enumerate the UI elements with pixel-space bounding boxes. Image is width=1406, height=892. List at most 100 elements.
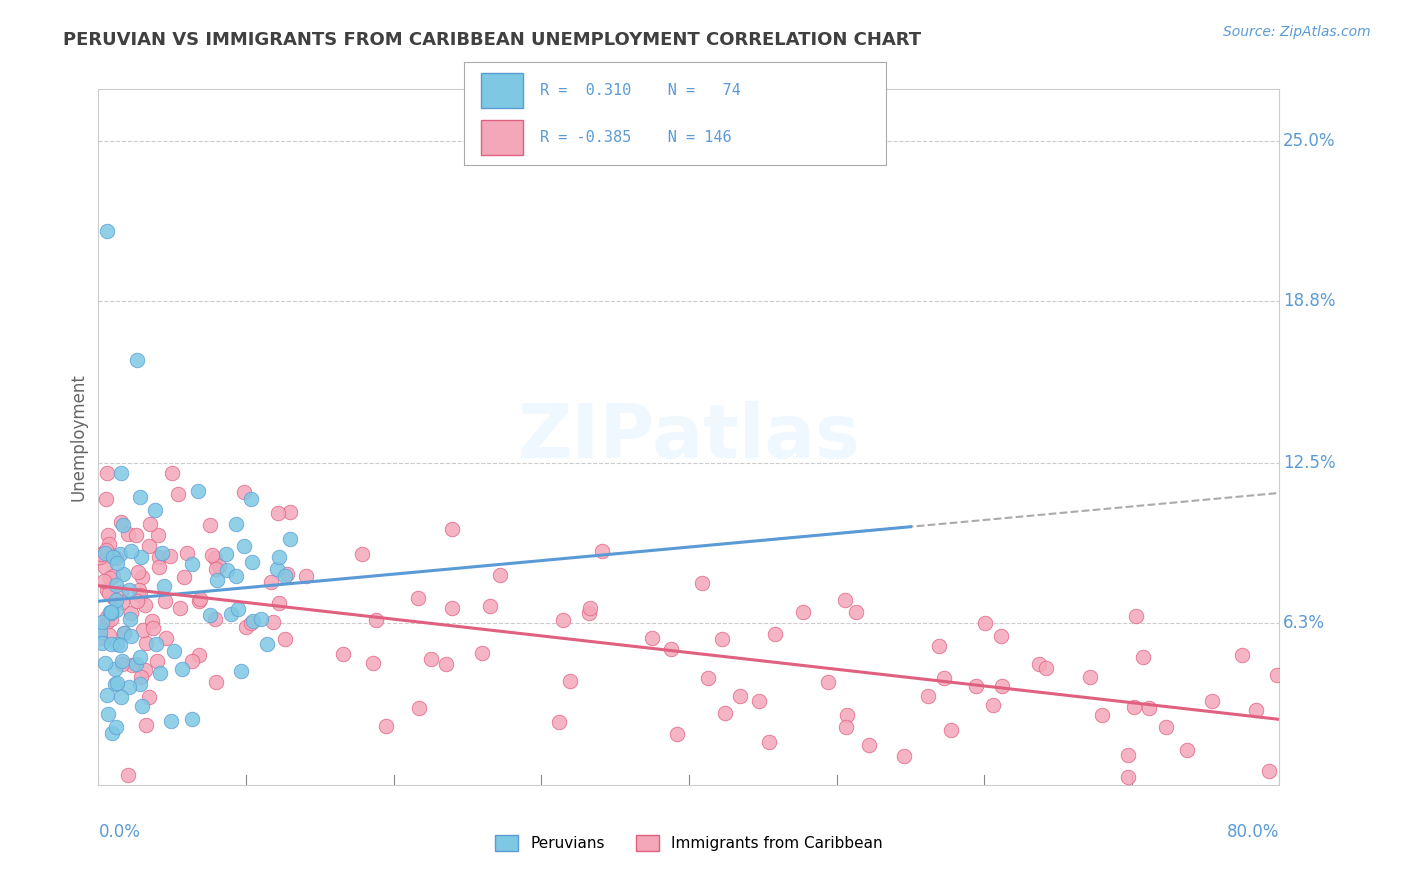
Point (169, 600, 191, 615)
Point (129, 650, 152, 665)
Point (103, 590, 125, 604)
Point (108, 638, 131, 652)
Point (138, 690, 160, 705)
Point (235, 620, 257, 634)
Point (129, 670, 152, 684)
Point (145, 637, 167, 651)
Point (96, 688, 118, 702)
Point (205, 674, 228, 689)
Point (91, 615, 114, 630)
Point (748, 693, 770, 707)
Point (419, 652, 441, 666)
Point (141, 614, 163, 628)
Point (104, 550, 127, 565)
Point (917, 690, 939, 704)
Point (1230, 648, 1253, 663)
Point (332, 647, 354, 661)
Point (138, 539, 160, 553)
Point (97, 548, 120, 562)
Point (364, 613, 387, 627)
Point (219, 607, 242, 621)
Point (112, 566, 135, 581)
Point (640, 631, 662, 645)
Point (893, 749, 915, 764)
Point (129, 549, 152, 564)
Point (105, 556, 128, 570)
Point (97, 528, 120, 542)
Point (934, 671, 956, 685)
Point (94, 560, 117, 574)
Point (1137, 701, 1160, 715)
Point (100, 637, 122, 651)
Point (125, 528, 148, 542)
Point (1116, 770, 1139, 784)
Point (440, 522, 463, 536)
Point (89, 624, 111, 639)
Point (214, 547, 236, 561)
Point (1257, 764, 1279, 779)
Point (201, 548, 224, 562)
Point (98, 537, 121, 551)
Point (152, 579, 174, 593)
Point (973, 616, 995, 631)
Point (845, 605, 868, 619)
Point (278, 505, 301, 519)
Point (204, 550, 226, 565)
Point (120, 629, 142, 643)
Point (837, 708, 859, 723)
Point (1078, 670, 1101, 684)
Point (160, 466, 183, 480)
Point (204, 612, 226, 626)
Point (155, 631, 177, 645)
Point (134, 663, 156, 677)
Text: 6.3%: 6.3% (1284, 614, 1324, 632)
Point (148, 528, 170, 542)
Point (295, 568, 318, 582)
Point (1246, 703, 1268, 717)
Point (148, 549, 170, 564)
Point (110, 466, 132, 480)
Point (714, 706, 737, 720)
Point (1132, 649, 1154, 664)
Point (135, 718, 157, 732)
Point (666, 727, 689, 741)
Point (105, 675, 128, 690)
Point (1175, 743, 1198, 757)
Point (128, 677, 150, 691)
Point (239, 616, 262, 631)
Point (489, 568, 512, 582)
Point (579, 600, 602, 615)
Point (94, 545, 117, 559)
Text: Source: ZipAtlas.com: Source: ZipAtlas.com (1223, 25, 1371, 39)
Point (1201, 694, 1223, 708)
Point (181, 557, 204, 571)
Point (112, 518, 135, 533)
Point (146, 654, 169, 668)
Point (96, 466, 118, 480)
Point (111, 655, 134, 669)
Point (104, 720, 127, 734)
Point (153, 594, 176, 608)
Point (200, 608, 222, 623)
Point (96, 615, 118, 630)
Point (267, 506, 290, 520)
Point (361, 657, 384, 671)
Point (990, 629, 1012, 643)
Point (765, 627, 787, 641)
Point (166, 486, 188, 500)
Text: 25.0%: 25.0% (1284, 132, 1336, 150)
Point (965, 680, 987, 694)
Legend: Peruvians, Immigrants from Caribbean: Peruvians, Immigrants from Caribbean (489, 830, 889, 857)
Point (181, 712, 204, 726)
Point (269, 550, 291, 565)
Point (105, 603, 128, 617)
Point (125, 657, 148, 671)
Point (696, 671, 718, 685)
Point (134, 598, 156, 612)
Point (834, 593, 856, 607)
Point (1028, 657, 1050, 671)
Point (105, 637, 128, 651)
Point (172, 661, 194, 675)
Point (90, 547, 112, 561)
Point (101, 549, 124, 564)
